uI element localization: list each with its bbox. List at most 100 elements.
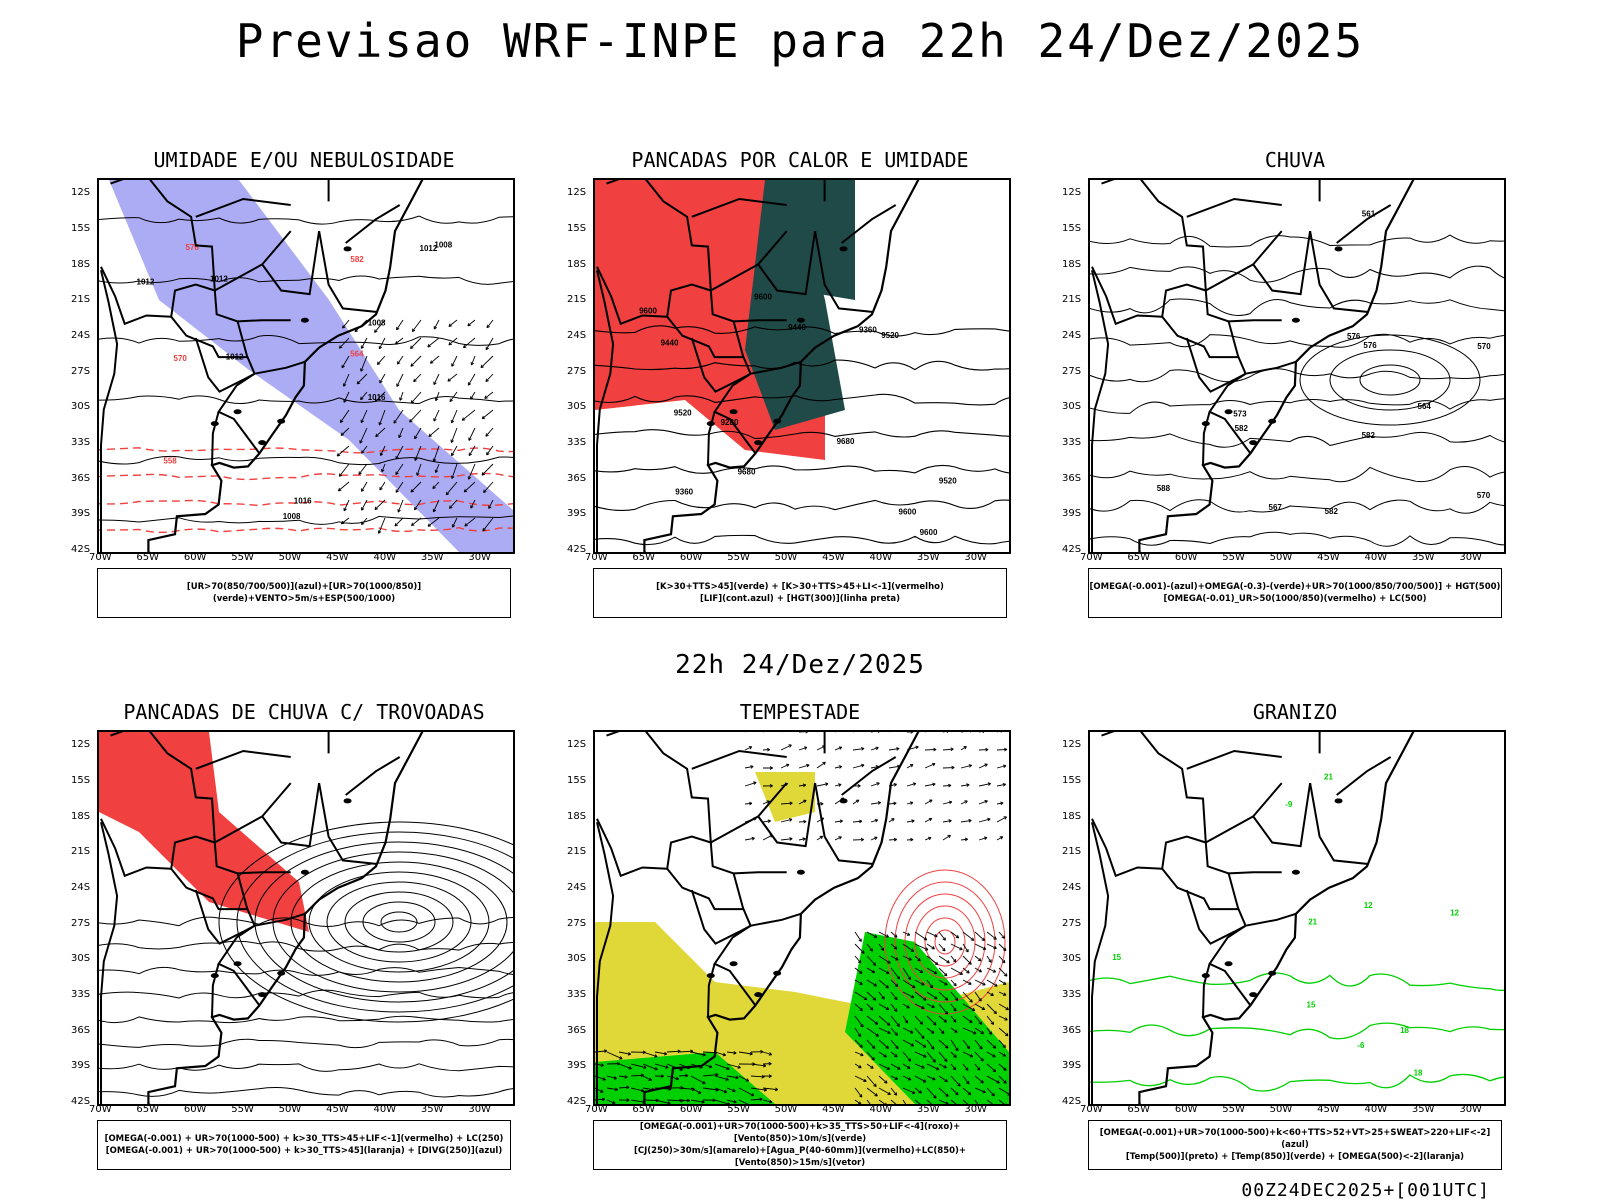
lat-tick-label: 30S — [71, 953, 90, 964]
lat-tick-label: 42S — [1062, 1096, 1081, 1107]
legend-line: [OMEGA(-0.001)+UR>70(1000-500)+k<60+TTS>… — [1089, 1127, 1501, 1151]
lon-tick-label: 50W — [1270, 552, 1293, 563]
lon-tick-label: 40W — [870, 1104, 893, 1115]
lat-tick-label: 36S — [567, 1025, 586, 1036]
contour-label: 582 — [1235, 424, 1249, 433]
lat-tick-label: 18S — [1062, 811, 1081, 822]
contour-label: 21 — [1308, 918, 1317, 927]
lon-tick-label: 60W — [1175, 552, 1198, 563]
lat-tick-label: 18S — [1062, 259, 1081, 270]
contour-label: 570 — [1477, 491, 1491, 500]
lon-tick-label: 70W — [1080, 552, 1103, 563]
legend-line: [OMEGA(-0.01)_UR>50(1000/850)(vermelho) … — [1089, 593, 1501, 605]
contour-label: 9360 — [859, 326, 877, 335]
lon-tick-label: 30W — [964, 1104, 987, 1115]
lon-tick-label: 40W — [374, 1104, 397, 1115]
lon-tick-label: 50W — [1270, 1104, 1293, 1115]
contour-label: 567 — [1269, 503, 1283, 512]
lat-tick-label: 21S — [71, 846, 90, 857]
lat-tick-label: 42S — [567, 544, 586, 555]
lon-tick-label: 45W — [822, 552, 845, 563]
legend-line: [OMEGA(-0.001)+UR>70(1000-500)+k>35_TTS>… — [594, 1121, 1006, 1145]
lat-tick-label: 21S — [1062, 294, 1081, 305]
lat-tick-label: 12S — [1062, 187, 1081, 198]
lon-tick-label: 55W — [231, 1104, 254, 1115]
lon-tick-label: 35W — [1412, 1104, 1435, 1115]
contour-label: 1008 — [283, 512, 301, 521]
lat-tick-label: 15S — [71, 223, 90, 234]
lat-tick-label: 27S — [1062, 918, 1081, 929]
map-canvas — [595, 732, 1009, 1104]
lat-tick-label: 15S — [1062, 775, 1081, 786]
contour-label: 576 — [186, 243, 200, 252]
map-panel — [593, 730, 1011, 1106]
lon-tick-label: 30W — [964, 552, 987, 563]
legend-line: [K>30+TTS>45](verde) + [K>30+TTS>45+LI<-… — [594, 581, 1006, 593]
lon-tick-label: 35W — [917, 1104, 940, 1115]
legend-line: [OMEGA(-0.001) + UR>70(1000-500) + k>30_… — [98, 1145, 510, 1157]
lon-tick-label: 65W — [632, 552, 655, 563]
lon-tick-label: 70W — [89, 552, 112, 563]
lat-tick-label: 12S — [567, 739, 586, 750]
panel-legend: [OMEGA(-0.001) + UR>70(1000-500) + k>30_… — [97, 1120, 511, 1170]
lon-tick-label: 65W — [136, 1104, 159, 1115]
lat-tick-label: 27S — [567, 918, 586, 929]
legend-line: [OMEGA(-0.001) + UR>70(1000-500) + k>30_… — [98, 1133, 510, 1145]
lon-tick-label: 35W — [421, 1104, 444, 1115]
lon-tick-label: 60W — [680, 552, 703, 563]
lat-tick-label: 15S — [1062, 223, 1081, 234]
lat-tick-label: 24S — [1062, 882, 1081, 893]
lon-tick-label: 40W — [374, 552, 397, 563]
contour-label: 9600 — [639, 307, 657, 316]
lon-tick-label: 45W — [326, 1104, 349, 1115]
lat-tick-label: 12S — [71, 739, 90, 750]
contour-label: 9360 — [675, 487, 693, 496]
lon-tick-label: 35W — [917, 552, 940, 563]
contour-label: 576 — [1347, 332, 1361, 341]
lat-tick-label: 36S — [71, 473, 90, 484]
lon-tick-label: 40W — [1365, 1104, 1388, 1115]
lat-tick-label: 39S — [71, 508, 90, 519]
lon-tick-label: 30W — [1459, 552, 1482, 563]
lon-tick-label: 45W — [1317, 552, 1340, 563]
lat-tick-label: 21S — [1062, 846, 1081, 857]
mid-title: 22h 24/Dez/2025 — [0, 650, 1600, 680]
lon-tick-label: 55W — [1222, 1104, 1245, 1115]
lat-tick-label: 42S — [1062, 544, 1081, 555]
lon-tick-label: 35W — [421, 552, 444, 563]
contour-label: 12 — [1364, 901, 1373, 910]
lat-tick-label: 18S — [71, 811, 90, 822]
panel-legend: [K>30+TTS>45](verde) + [K>30+TTS>45+LI<-… — [593, 568, 1007, 618]
contour-label: 9680 — [738, 468, 756, 477]
lat-tick-label: 33S — [71, 437, 90, 448]
panel-title: CHUVA — [1068, 148, 1522, 172]
lat-tick-label: 27S — [1062, 366, 1081, 377]
lat-tick-label: 21S — [567, 846, 586, 857]
lon-tick-label: 55W — [231, 552, 254, 563]
panel-legend: [UR>70(850/700/500)](azul)+[UR>70(1000/8… — [97, 568, 511, 618]
legend-line: [OMEGA(-0.001)-(azul)+OMEGA(-0.3)-(verde… — [1089, 581, 1501, 593]
contour-label: 570 — [174, 354, 188, 363]
contour-label: 564 — [350, 350, 364, 359]
lat-tick-label: 24S — [567, 330, 586, 341]
lon-tick-label: 40W — [870, 552, 893, 563]
lat-tick-label: 39S — [567, 1060, 586, 1071]
lon-tick-label: 45W — [326, 552, 349, 563]
lon-tick-label: 65W — [1127, 552, 1150, 563]
panel-title: PANCADAS DE CHUVA C/ TROVOADAS — [77, 700, 531, 724]
lat-tick-label: 39S — [1062, 508, 1081, 519]
lat-tick-label: 33S — [71, 989, 90, 1000]
lat-tick-label: 39S — [71, 1060, 90, 1071]
lon-tick-label: 60W — [1175, 1104, 1198, 1115]
lon-tick-label: 70W — [585, 1104, 608, 1115]
lat-tick-label: 33S — [1062, 989, 1081, 1000]
lat-tick-label: 21S — [71, 294, 90, 305]
map-canvas — [99, 732, 513, 1104]
contour-label: 9440 — [788, 323, 806, 332]
lat-tick-label: 12S — [71, 187, 90, 198]
contour-label: 1016 — [294, 497, 312, 506]
